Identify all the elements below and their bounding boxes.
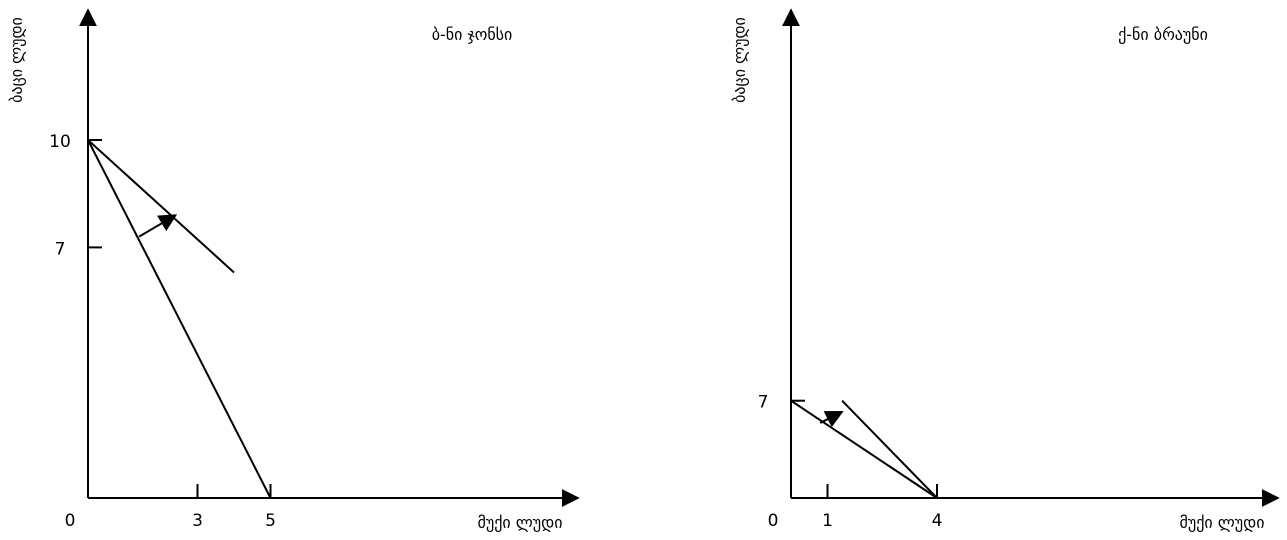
budget-line-2 (87, 139, 235, 274)
chart-title: ქ-ნი ბრაუნი (1118, 25, 1208, 44)
chart-2: 0 1 4 7 ქ-ნი ბრაუნი მუქი ლუდი ბაცი ლუდი (730, 8, 1280, 532)
chart-title: ბ-ნი ჯონსი (432, 25, 513, 44)
shift-arrow (819, 410, 844, 428)
y-tick-label: 7 (758, 393, 769, 413)
x-tick-label: 3 (192, 511, 203, 531)
x-axis-label: მუქი ლუდი (477, 513, 562, 532)
x-axis-label: მუქი ლუდი (1179, 513, 1264, 532)
y-axis-label: ბაცი ლუდი (7, 17, 26, 103)
x-tick-label: 4 (932, 511, 943, 531)
x-tick-label: 5 (265, 511, 276, 531)
budget-line-2 (841, 400, 938, 499)
chart-1: 0 3 5 10 7 ბ-ნი ჯონსი მუქი ლუდი ბაცი ლუდი (7, 8, 580, 532)
y-axis-label: ბაცი ლუდი (730, 17, 749, 103)
x-tick-label: 1 (822, 511, 833, 531)
budget-line-1 (87, 139, 272, 499)
origin-label: 0 (768, 511, 779, 531)
y-tick-label: 7 (55, 239, 66, 259)
budget-line-1 (790, 399, 938, 499)
origin-label: 0 (65, 511, 76, 531)
shift-arrow (138, 214, 178, 238)
y-tick-label: 10 (49, 132, 71, 152)
